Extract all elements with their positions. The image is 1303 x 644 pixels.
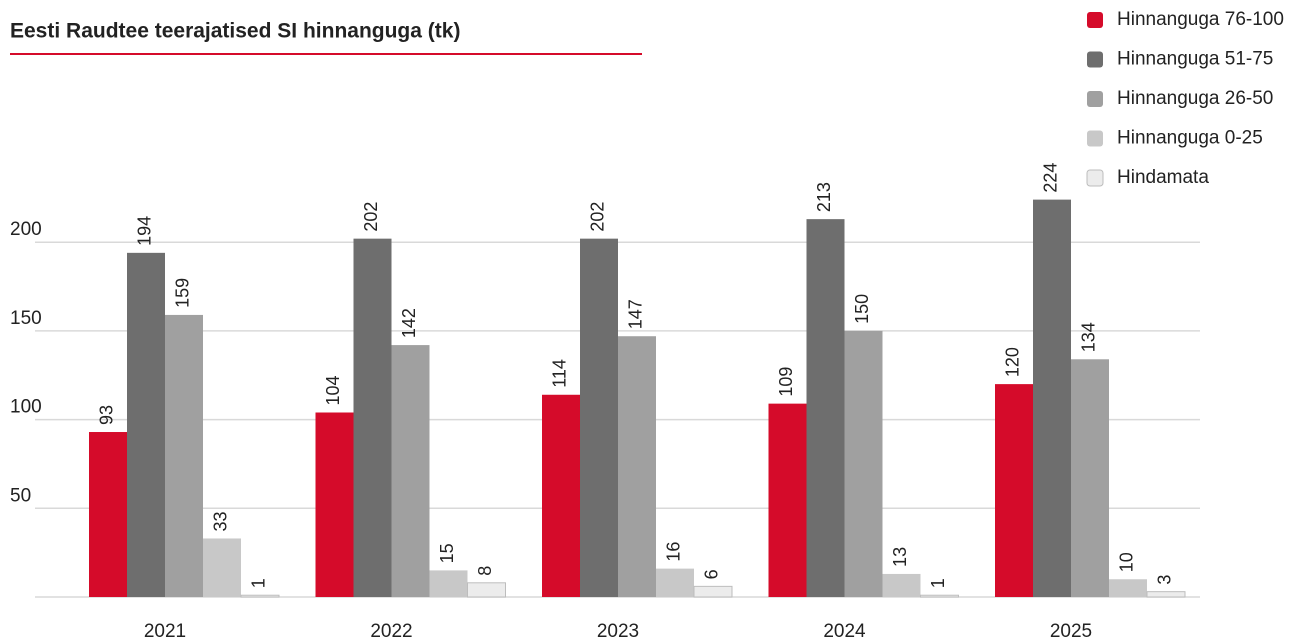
bar <box>203 538 241 597</box>
bar <box>618 336 656 597</box>
y-tick-label: 200 <box>10 219 42 240</box>
value-label: 1 <box>249 578 269 588</box>
bar <box>995 384 1033 597</box>
bar <box>656 568 694 597</box>
legend-label: Hinnanguga 51-75 <box>1117 49 1273 70</box>
bar <box>1071 359 1109 597</box>
value-label: 33 <box>211 511 231 531</box>
bar <box>391 345 430 597</box>
bar <box>882 573 921 597</box>
bar <box>165 314 203 597</box>
value-label: 10 <box>1117 552 1137 572</box>
bar <box>768 403 807 597</box>
value-label: 104 <box>323 375 343 405</box>
value-label: 134 <box>1079 322 1099 352</box>
bar <box>580 238 618 598</box>
bar <box>353 238 392 598</box>
legend-swatch <box>1086 169 1104 187</box>
value-label: 1 <box>928 578 948 588</box>
legend-label: Hinnanguga 26-50 <box>1117 88 1273 109</box>
value-label: 120 <box>1003 347 1023 377</box>
legend-label: Hindamata <box>1117 167 1209 188</box>
value-label: 93 <box>97 405 117 425</box>
value-label: 6 <box>702 569 722 579</box>
bar <box>920 594 959 598</box>
y-tick-label: 150 <box>10 308 42 329</box>
x-tick-label: 2022 <box>370 621 412 642</box>
x-tick-label: 2025 <box>1050 621 1092 642</box>
value-label: 142 <box>399 308 419 338</box>
legend-label: Hinnanguga 76-100 <box>1117 9 1284 30</box>
legend-swatch <box>1087 12 1103 28</box>
y-tick-label: 50 <box>10 485 31 506</box>
bar <box>1109 579 1147 597</box>
value-label: 147 <box>626 299 646 329</box>
legend-label: Hinnanguga 0-25 <box>1117 128 1263 149</box>
chart-title: Eesti Raudtee teerajatised SI hinnanguga… <box>10 20 460 43</box>
bar <box>1033 199 1071 597</box>
bar <box>89 432 127 597</box>
legend-swatch <box>1087 130 1103 147</box>
bar <box>429 570 468 597</box>
value-label: 8 <box>475 566 495 576</box>
value-label: 114 <box>550 359 570 388</box>
bar <box>467 582 506 598</box>
value-label: 159 <box>173 278 193 308</box>
bar <box>315 412 354 597</box>
x-tick-label: 2024 <box>823 621 866 642</box>
value-label: 16 <box>664 542 684 562</box>
value-label: 202 <box>588 202 608 232</box>
bar <box>844 330 883 597</box>
value-label: 3 <box>1155 575 1175 585</box>
bar <box>240 594 280 598</box>
value-label: 150 <box>852 294 872 324</box>
legend-swatch <box>1087 51 1103 68</box>
value-label: 202 <box>361 202 381 232</box>
legend-swatch <box>1087 91 1103 107</box>
bar <box>806 219 845 597</box>
x-tick-label: 2023 <box>597 621 639 642</box>
value-label: 109 <box>776 367 796 397</box>
value-label: 224 <box>1041 163 1061 193</box>
value-label: 194 <box>135 216 155 246</box>
bar <box>127 252 165 597</box>
value-label: 213 <box>814 182 834 212</box>
bar <box>542 394 580 597</box>
bar <box>1146 591 1186 598</box>
x-tick-label: 2021 <box>144 621 186 642</box>
value-label: 13 <box>890 547 910 567</box>
y-tick-label: 100 <box>10 397 42 418</box>
value-label: 15 <box>437 543 457 563</box>
bar <box>693 585 733 598</box>
